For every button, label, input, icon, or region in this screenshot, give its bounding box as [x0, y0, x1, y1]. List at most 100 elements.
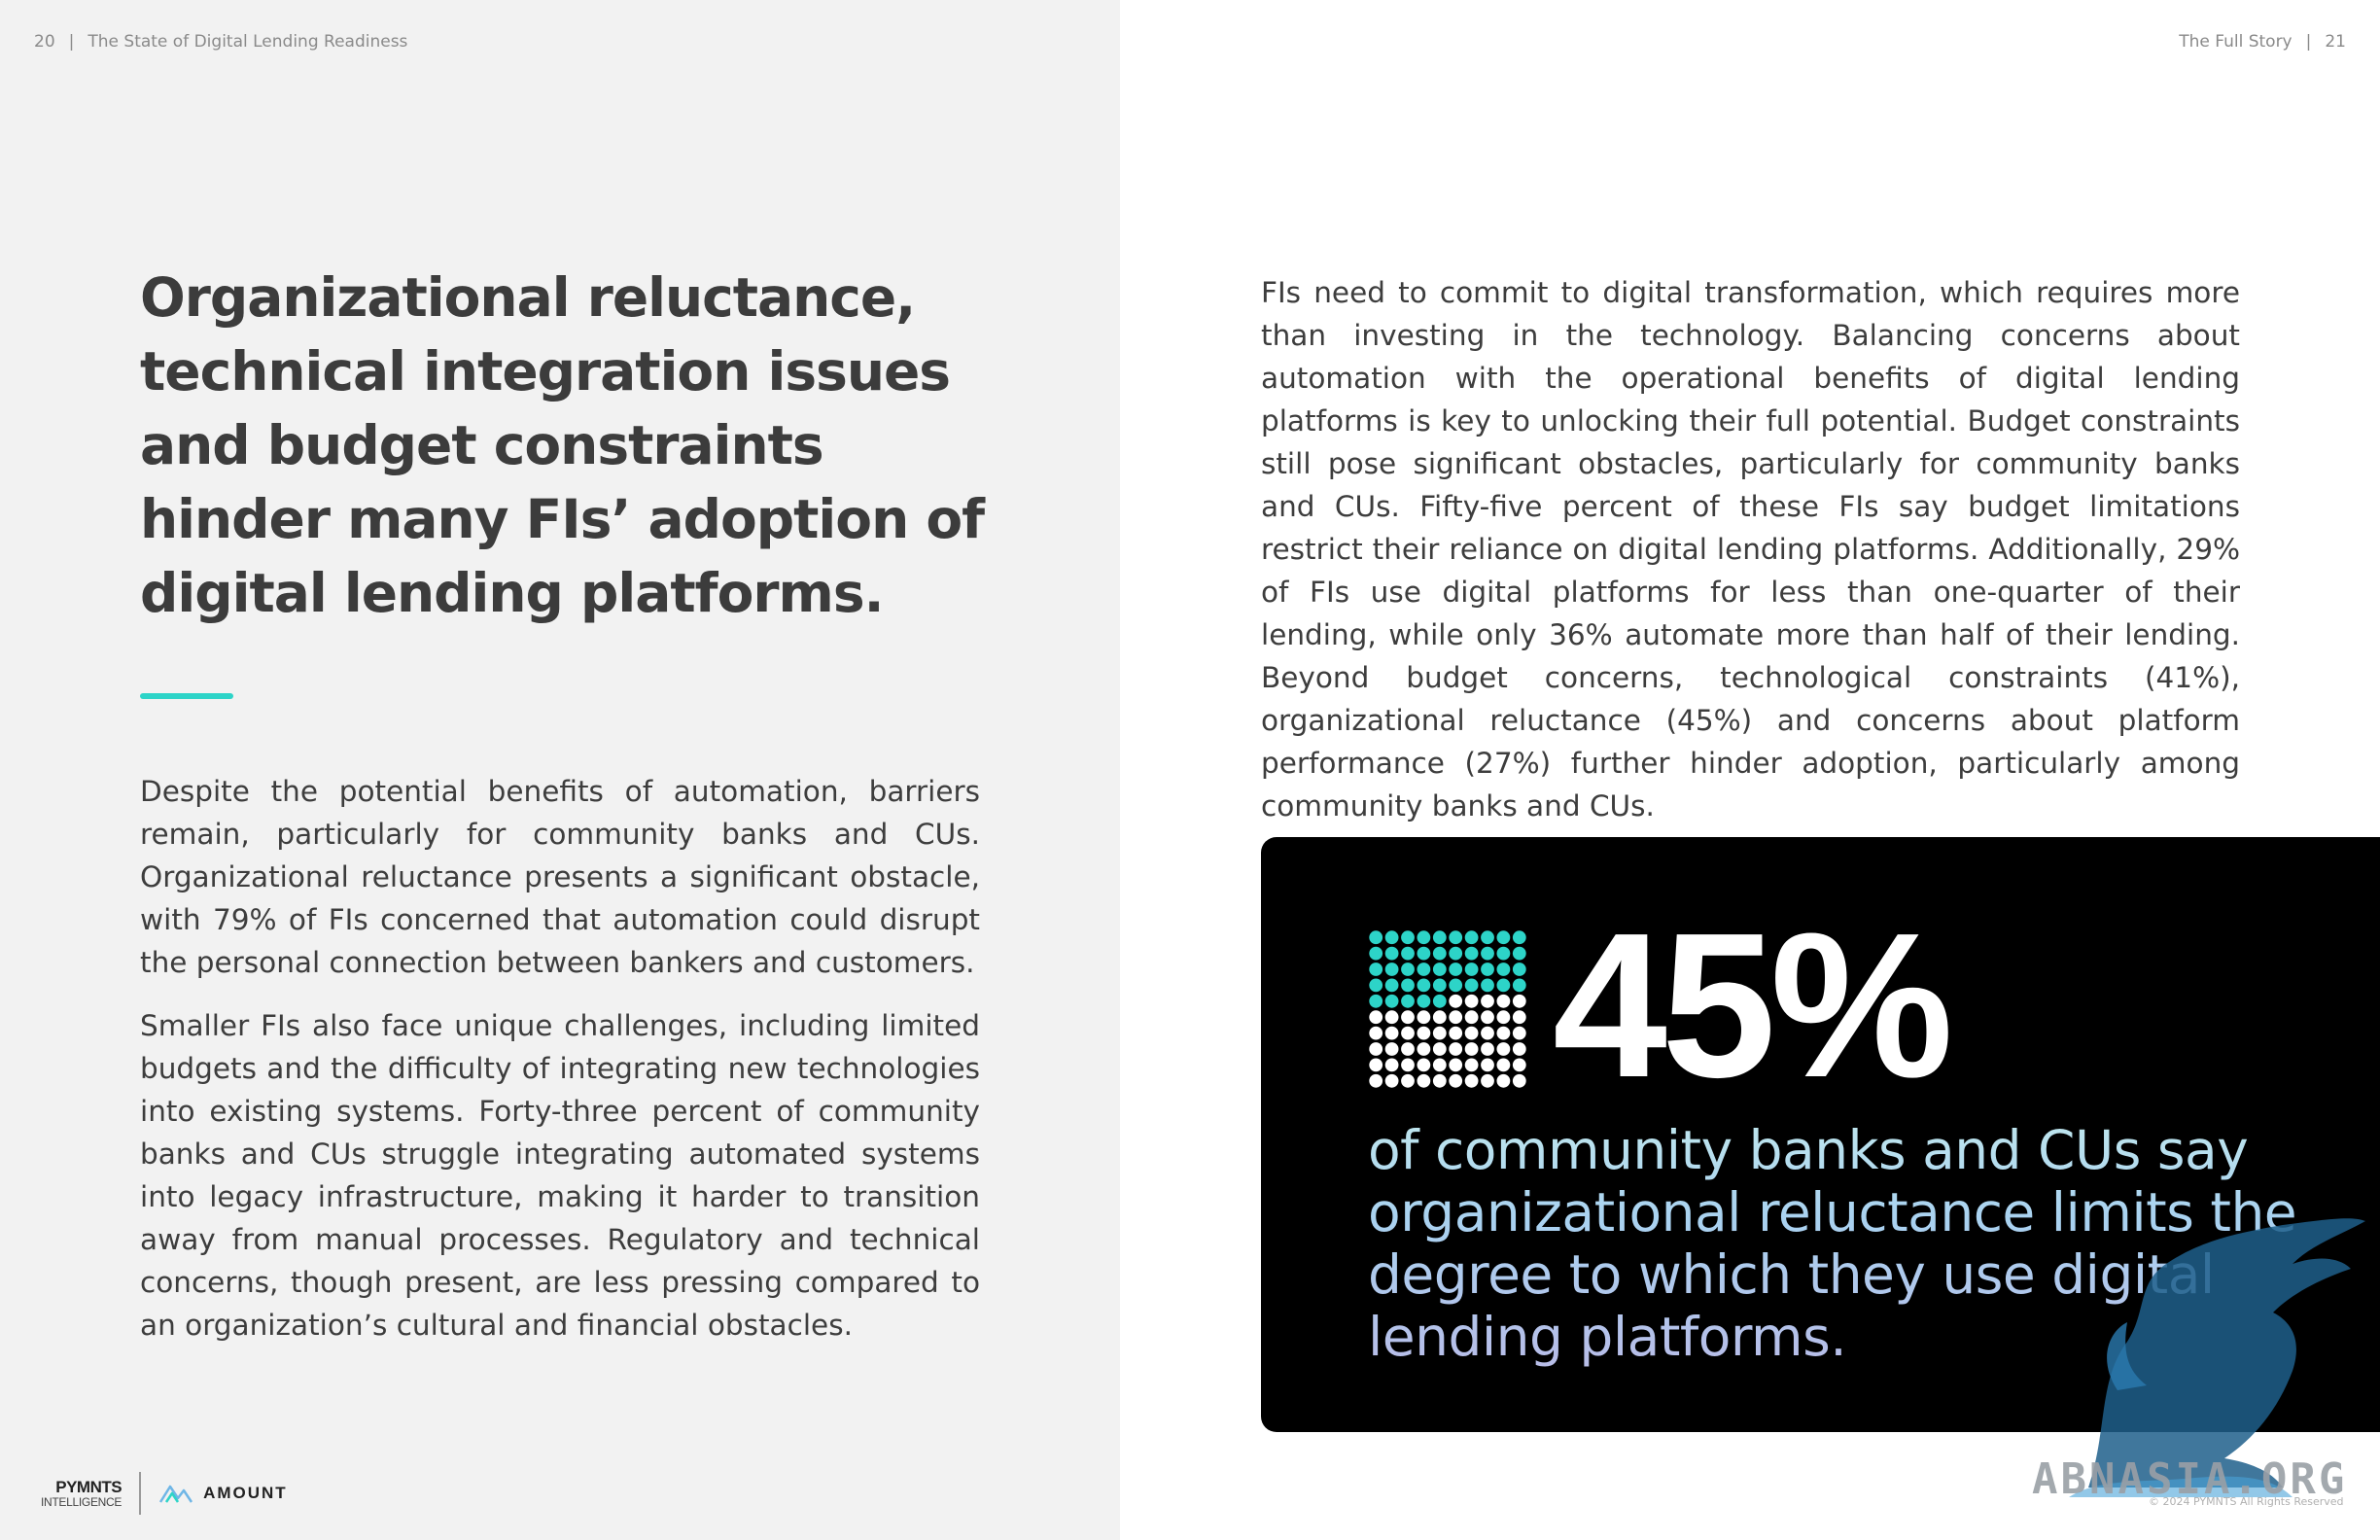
dot-empty: [1417, 1026, 1431, 1040]
pymnts-logo-top: PYMNTS: [55, 1478, 122, 1496]
dot-grid-icon: [1369, 930, 1526, 1088]
left-paragraph-1: Despite the potential benefits of automa…: [140, 775, 980, 979]
dot-filled: [1432, 978, 1447, 993]
dot-empty: [1449, 1010, 1463, 1025]
dot-empty: [1512, 1073, 1526, 1088]
dot-empty: [1496, 1073, 1511, 1088]
dot-empty: [1496, 1026, 1511, 1040]
dot-filled: [1417, 946, 1431, 961]
dot-filled: [1417, 930, 1431, 945]
right-running-head: The Full Story | 21: [2179, 32, 2346, 52]
dot-empty: [1432, 1042, 1447, 1056]
stat-card: 45% of community banks and CUs say organ…: [1261, 837, 2380, 1432]
dot-empty: [1449, 994, 1463, 1008]
dot-empty: [1432, 1026, 1447, 1040]
dot-empty: [1481, 994, 1494, 1008]
dot-filled: [1496, 930, 1511, 945]
dot-empty: [1496, 1042, 1511, 1056]
dot-empty: [1417, 1010, 1431, 1025]
dot-empty: [1512, 1010, 1526, 1025]
dot-filled: [1369, 962, 1383, 976]
dot-filled: [1384, 962, 1399, 976]
dot-empty: [1401, 1026, 1415, 1040]
copyright: © 2024 PYMNTS All Rights Reserved: [2149, 1495, 2344, 1508]
dot-filled: [1496, 978, 1511, 993]
dot-filled: [1449, 978, 1463, 993]
left-page-number: 20: [34, 32, 55, 52]
dot-filled: [1417, 962, 1431, 976]
accent-rule: [140, 693, 233, 699]
dot-filled: [1464, 946, 1479, 961]
dot-filled: [1449, 962, 1463, 976]
dot-empty: [1369, 1058, 1383, 1072]
dot-filled: [1496, 946, 1511, 961]
dot-empty: [1401, 1058, 1415, 1072]
pymnts-logo: PYMNTS INTELLIGENCE: [41, 1479, 122, 1508]
dot-empty: [1481, 1042, 1494, 1056]
dot-empty: [1512, 994, 1526, 1008]
footer-logos: PYMNTS INTELLIGENCE AMOUNT: [41, 1470, 288, 1517]
left-page: 20 | The State of Digital Lending Readines…: [0, 0, 1120, 1540]
dot-empty: [1481, 1026, 1494, 1040]
dot-filled: [1401, 962, 1415, 976]
stat-value: 45%: [1553, 890, 1953, 1120]
dot-filled: [1401, 994, 1415, 1008]
dot-filled: [1496, 962, 1511, 976]
dot-filled: [1432, 930, 1447, 945]
left-paragraph-2: Smaller FIs also face unique challenges,…: [140, 1009, 980, 1342]
dot-empty: [1464, 1042, 1479, 1056]
dot-filled: [1512, 930, 1526, 945]
dot-empty: [1401, 1073, 1415, 1088]
dot-filled: [1369, 994, 1383, 1008]
dot-empty: [1512, 1058, 1526, 1072]
dot-filled: [1464, 930, 1479, 945]
dot-filled: [1401, 978, 1415, 993]
dot-empty: [1449, 1026, 1463, 1040]
dot-empty: [1369, 1010, 1383, 1025]
dot-filled: [1481, 930, 1494, 945]
dot-empty: [1449, 1073, 1463, 1088]
dot-empty: [1369, 1026, 1383, 1040]
dot-filled: [1481, 978, 1494, 993]
dot-empty: [1432, 1010, 1447, 1025]
amount-logo-text: AMOUNT: [203, 1484, 288, 1502]
dot-filled: [1384, 978, 1399, 993]
dot-filled: [1464, 978, 1479, 993]
dot-empty: [1496, 1010, 1511, 1025]
dot-filled: [1432, 962, 1447, 976]
dot-empty: [1417, 1042, 1431, 1056]
dot-filled: [1401, 930, 1415, 945]
dot-filled: [1384, 930, 1399, 945]
dot-empty: [1369, 1073, 1383, 1088]
dot-filled: [1449, 930, 1463, 945]
dot-filled: [1369, 978, 1383, 993]
dot-empty: [1449, 1042, 1463, 1056]
dot-filled: [1464, 962, 1479, 976]
dot-empty: [1481, 1058, 1494, 1072]
dot-empty: [1464, 1058, 1479, 1072]
dot-filled: [1369, 930, 1383, 945]
amount-mountain-icon: [159, 1485, 193, 1503]
right-separator: |: [2305, 32, 2312, 52]
dot-empty: [1464, 1010, 1479, 1025]
left-separator: |: [68, 32, 75, 52]
dot-empty: [1432, 1073, 1447, 1088]
dot-filled: [1512, 946, 1526, 961]
logo-divider: [139, 1472, 142, 1515]
right-paragraph: FIs need to commit to digital transforma…: [1261, 276, 2240, 822]
dot-filled: [1384, 946, 1399, 961]
watermark-text: ABNASIA.ORG: [2032, 1454, 2348, 1504]
left-running-title: The State of Digital Lending Readiness: [88, 32, 408, 52]
dot-filled: [1449, 946, 1463, 961]
dot-filled: [1512, 978, 1526, 993]
dot-empty: [1401, 1042, 1415, 1056]
right-running-title: The Full Story: [2179, 32, 2292, 52]
dot-empty: [1464, 1026, 1479, 1040]
dot-empty: [1496, 1058, 1511, 1072]
dot-empty: [1384, 1042, 1399, 1056]
dot-empty: [1449, 1058, 1463, 1072]
headline: Organizational reluctance, technical int…: [140, 266, 985, 624]
dot-filled: [1481, 962, 1494, 976]
stat-caption: of community banks and CUs say organizat…: [1368, 1119, 2340, 1368]
dot-filled: [1417, 994, 1431, 1008]
